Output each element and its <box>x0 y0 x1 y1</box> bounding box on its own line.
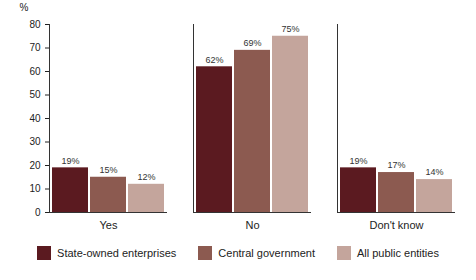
svg-text:80: 80 <box>29 19 41 30</box>
svg-text:60: 60 <box>29 66 41 77</box>
html-text:Central government: Central government <box>218 247 315 259</box>
svg-text:19%: 19% <box>61 156 79 166</box>
svg-text:20: 20 <box>29 160 41 171</box>
svg-text:10: 10 <box>29 183 41 194</box>
html-text:State-owned enterprises: State-owned enterprises <box>57 247 177 259</box>
svg-text:%: % <box>20 2 29 13</box>
svg-text:70: 70 <box>29 42 41 53</box>
svg-text:Don't know: Don't know <box>369 219 423 231</box>
svg-text:30: 30 <box>29 136 41 147</box>
svg-text:12%: 12% <box>137 172 155 182</box>
svg-text:No: No <box>245 219 259 231</box>
svg-text:17%: 17% <box>387 160 405 170</box>
svg-text:50: 50 <box>29 89 41 100</box>
svg-text:0: 0 <box>35 207 41 218</box>
svg-text:62%: 62% <box>205 55 223 65</box>
svg-text:Yes: Yes <box>100 219 118 231</box>
svg-text:15%: 15% <box>99 165 117 175</box>
html-text:All public entities: All public entities <box>357 247 439 259</box>
svg-text:14%: 14% <box>425 167 443 177</box>
svg-text:40: 40 <box>29 113 41 124</box>
svg-text:19%: 19% <box>349 156 367 166</box>
svg-text:69%: 69% <box>243 38 261 48</box>
svg-text:75%: 75% <box>281 24 299 34</box>
